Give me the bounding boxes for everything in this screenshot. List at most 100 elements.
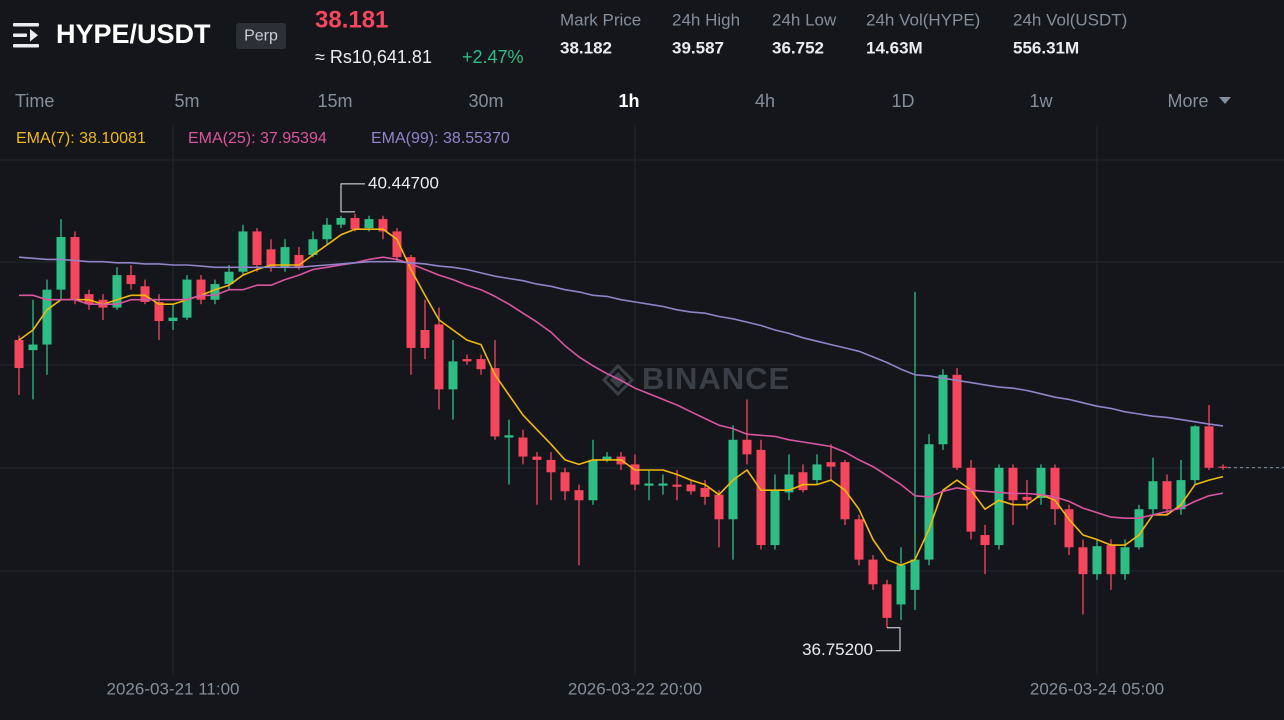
- contract-badge: [236, 23, 286, 49]
- candle-body: [1050, 467, 1060, 510]
- candle-body: [56, 237, 66, 290]
- candle-body: [238, 231, 248, 272]
- candle-body: [532, 456, 542, 460]
- contract-label: Perp: [244, 28, 278, 45]
- candle-body: [896, 565, 906, 605]
- x-tick-label: 2026-03-21 11:00: [107, 679, 240, 698]
- candle-body: [980, 534, 990, 546]
- stat-label: 24h Vol(USDT): [1013, 10, 1127, 29]
- candle-body: [196, 279, 206, 300]
- candle-body: [42, 289, 52, 345]
- more-caret[interactable]: [1219, 97, 1231, 104]
- candle-body: [546, 459, 556, 473]
- interval-tab[interactable]: 5m: [174, 91, 199, 111]
- candle-body: [700, 487, 710, 497]
- interval-tab[interactable]: 1w: [1029, 91, 1053, 111]
- stat-label: Mark Price: [560, 10, 641, 29]
- chart: 2026-03-21 11:00 2026-03-22 20:00 2026-03-…: [14, 125, 1284, 698]
- candle-body: [1106, 545, 1116, 575]
- menu-icon[interactable]: [13, 23, 39, 48]
- candle-body: [518, 437, 528, 457]
- candle-body: [504, 435, 514, 438]
- candle-body: [742, 439, 752, 455]
- stat-value: 38.182: [560, 38, 612, 57]
- candle-body: [378, 219, 388, 232]
- candle-body: [994, 467, 1004, 546]
- ema-line: [19, 256, 1224, 519]
- candle-body: [1204, 426, 1214, 468]
- candle-body: [672, 484, 682, 487]
- candle-body: [462, 359, 472, 362]
- stat-label: 24h High: [672, 10, 740, 29]
- price-local: ≈ Rs10,641.81: [315, 47, 432, 67]
- background-grid: [0, 159, 1284, 572]
- candle-body: [686, 484, 696, 492]
- candle-body: [714, 494, 724, 520]
- candle-body: [252, 231, 262, 266]
- candle-body: [112, 275, 122, 308]
- stat-label: 24h Vol(HYPE): [866, 10, 980, 29]
- candle-body: [574, 490, 584, 501]
- annotation-leader: [876, 627, 901, 652]
- legend-entry: EMA(7): 38.10081: [16, 130, 146, 147]
- candle-body: [126, 275, 136, 285]
- interval-tab[interactable]: Time: [15, 91, 54, 111]
- candle-body: [322, 224, 332, 240]
- candle-body: [336, 217, 346, 225]
- pair-title: HYPE/USDT: [56, 19, 211, 49]
- stat-value: 36.752: [772, 38, 824, 57]
- candle-body: [434, 324, 444, 390]
- candle-body: [1036, 467, 1046, 499]
- ema-line: [18, 256, 1224, 427]
- annotation-leader: [340, 183, 365, 213]
- stat-label: 24h Low: [772, 10, 837, 29]
- candle-body: [154, 301, 164, 322]
- candle-body: [658, 483, 668, 486]
- candle-body: [966, 467, 976, 532]
- ema-line: [18, 228, 1224, 566]
- candle-body: [1120, 547, 1130, 575]
- stat-value: 556.31M: [1013, 38, 1079, 57]
- candle-body: [868, 559, 878, 585]
- candle-body: [308, 239, 318, 255]
- candle-body: [1064, 509, 1074, 548]
- candle-body: [770, 490, 780, 546]
- watermark: BINANCE: [642, 361, 790, 396]
- stat-value: 39.587: [672, 38, 724, 57]
- candle-body: [826, 462, 836, 467]
- candle-body: [168, 317, 178, 322]
- candle-body: [756, 449, 766, 546]
- candle-body: [1008, 467, 1018, 501]
- candle-body: [420, 329, 430, 348]
- candle-body: [294, 254, 304, 268]
- interval-tab[interactable]: More: [1167, 91, 1208, 111]
- candle-body: [364, 219, 374, 229]
- candle-body: [266, 249, 276, 268]
- candle-body: [644, 483, 654, 486]
- interval-tabs: Time 5m 15m 30m 1h 4h 1D 1w More: [15, 91, 1209, 111]
- candle-body: [1176, 480, 1186, 510]
- x-tick-label: 2026-03-22 20:00: [568, 679, 702, 698]
- interval-tab[interactable]: 30m: [468, 91, 503, 111]
- candle-body: [910, 559, 920, 590]
- annotation-label: 36.75200: [802, 640, 873, 659]
- interval-tab[interactable]: 4h: [755, 91, 775, 111]
- candle-body: [28, 344, 38, 351]
- candle-body: [882, 584, 892, 618]
- candle-body: [14, 340, 24, 369]
- candle-body: [560, 472, 570, 492]
- interval-tab[interactable]: 1h: [618, 91, 639, 111]
- candle-body: [406, 257, 416, 348]
- price-change: +2.47%: [462, 47, 524, 67]
- candle-body: [392, 231, 402, 258]
- x-tick-label: 2026-03-24 05:00: [1030, 679, 1164, 698]
- interval-tab[interactable]: 15m: [317, 91, 352, 111]
- candle-body: [224, 271, 234, 285]
- interval-tab[interactable]: 1D: [891, 91, 914, 111]
- annotation-label: 40.44700: [368, 173, 439, 192]
- candle-body: [490, 368, 500, 437]
- candle-body: [448, 361, 458, 390]
- candle-body: [1190, 426, 1200, 481]
